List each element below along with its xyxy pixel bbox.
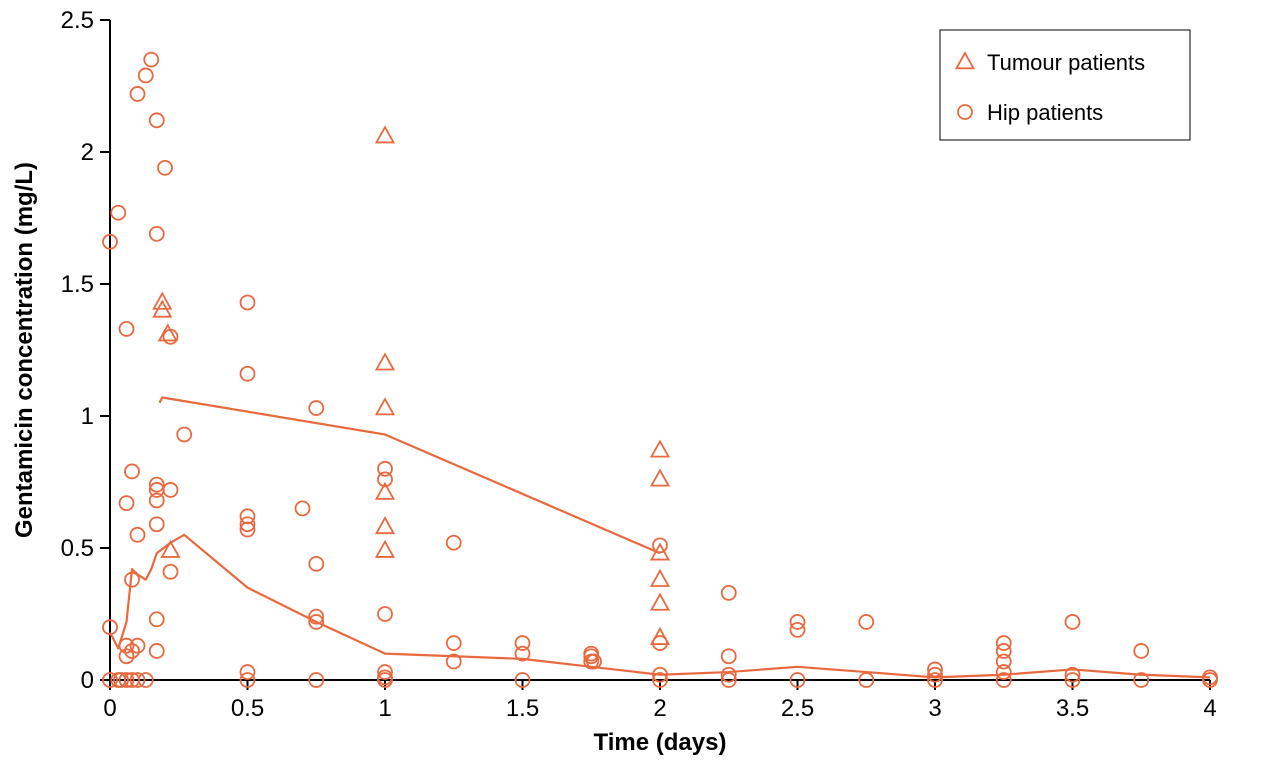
x-tick-label: 4 bbox=[1203, 695, 1216, 722]
y-tick-label: 0.5 bbox=[61, 535, 94, 562]
x-axis-label: Time (days) bbox=[594, 729, 727, 756]
x-tick-label: 3.5 bbox=[1056, 695, 1089, 722]
x-tick-label: 2 bbox=[653, 695, 666, 722]
x-tick-label: 0 bbox=[103, 695, 116, 722]
x-tick-label: 1 bbox=[378, 695, 391, 722]
x-tick-label: 0.5 bbox=[231, 695, 264, 722]
chart-container: 0 0.5 1 1.5 2 2.5 3 3.5 4 0 0.5 1 1.5 2 2.5 Time (days)… bbox=[0, 0, 1280, 767]
legend-label: Hip patients bbox=[987, 100, 1103, 125]
y-tick-label: 2 bbox=[81, 139, 94, 166]
y-tick-label: 2.5 bbox=[61, 7, 94, 34]
concentration-chart: 0 0.5 1 1.5 2 2.5 3 3.5 4 0 0.5 1 1.5 2 2.5 Time (days)… bbox=[0, 0, 1280, 767]
x-tick-label: 1.5 bbox=[506, 695, 539, 722]
y-tick-label: 0 bbox=[81, 667, 94, 694]
y-tick-label: 1 bbox=[81, 403, 94, 430]
y-axis-label: Gentamicin concentration (mg/L) bbox=[11, 162, 38, 538]
legend-label: Tumour patients bbox=[987, 50, 1145, 75]
y-tick-label: 1.5 bbox=[61, 271, 94, 298]
x-tick-label: 3 bbox=[928, 695, 941, 722]
x-tick-label: 2.5 bbox=[781, 695, 814, 722]
